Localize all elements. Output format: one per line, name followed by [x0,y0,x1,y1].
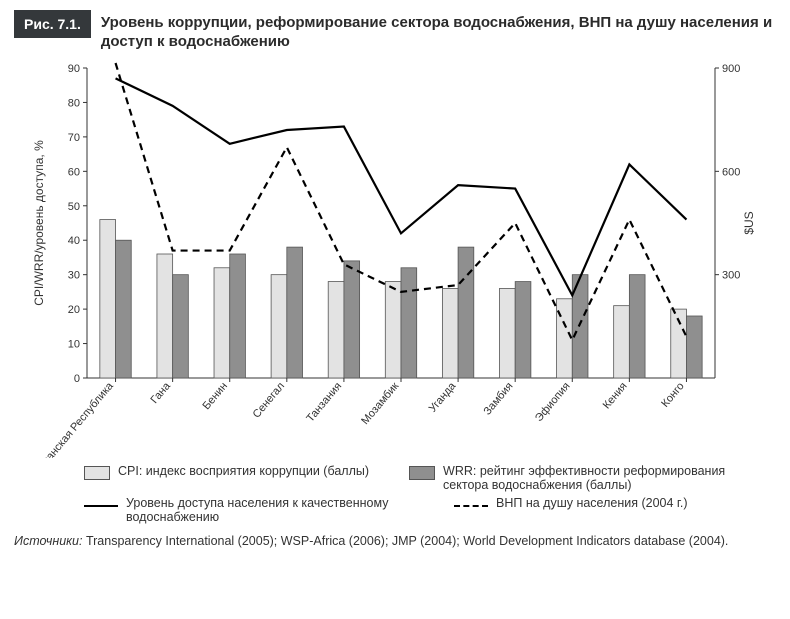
legend-label-access: Уровень доступа населения к качественном… [126,496,414,524]
figure-header: Рис. 7.1. Уровень коррупции, реформирова… [14,10,776,52]
chart-area: 0 10 20 30 40 50 60 70 80 90 300 600 900 CPI/WRR/уров… [25,58,765,458]
svg-text:Уганда: Уганда [427,379,459,414]
svg-text:$US: $US [742,211,756,234]
svg-text:Конго: Конго [659,380,687,410]
svg-text:80: 80 [68,97,80,109]
svg-text:50: 50 [68,200,80,212]
svg-text:300: 300 [722,269,740,281]
svg-text:Замбия: Замбия [481,380,515,417]
svg-text:90: 90 [68,63,80,75]
source-prefix: Источники: [14,534,82,548]
svg-text:Мозамбик: Мозамбик [359,380,401,427]
svg-text:20: 20 [68,304,80,316]
svg-text:0: 0 [74,373,80,385]
legend-gnp: ВНП на душу населения (2004 г.) [454,496,688,510]
figure-badge: Рис. 7.1. [14,10,91,38]
svg-text:Сенегал: Сенегал [251,380,288,420]
source-line: Источники: Transparency International (2… [14,534,776,548]
legend-swatch-access [84,505,118,507]
figure-title: Уровень коррупции, реформирование сектор… [101,10,776,52]
svg-text:Эфиопия: Эфиопия [533,380,573,424]
svg-text:Танзания: Танзания [304,380,344,424]
svg-text:70: 70 [68,131,80,143]
source-text: Transparency International (2005); WSP-A… [86,534,728,548]
legend-swatch-wrr [409,466,435,480]
svg-text:Кения: Кения [601,380,630,411]
legend-swatch-gnp [454,505,488,507]
svg-text:30: 30 [68,269,80,281]
svg-text:40: 40 [68,235,80,247]
svg-text:600: 600 [722,166,740,178]
legend-cpi: CPI: индекс восприятия коррупции (баллы) [84,464,369,480]
legend-access: Уровень доступа населения к качественном… [84,496,414,524]
legend: CPI: индекс восприятия коррупции (баллы)… [84,464,776,524]
legend-label-gnp: ВНП на душу населения (2004 г.) [496,496,688,510]
chart-svg: 0 10 20 30 40 50 60 70 80 90 300 600 900 CPI/WRR/уров… [25,58,765,458]
svg-text:Южно-Африканская Республика: Южно-Африканская Республика [25,379,116,457]
svg-text:900: 900 [722,63,740,75]
svg-text:Гана: Гана [149,379,174,406]
svg-text:Бенин: Бенин [200,380,230,412]
svg-text:60: 60 [68,166,80,178]
legend-label-wrr: WRR: рейтинг эффективности реформировани… [443,464,739,492]
legend-swatch-cpi [84,466,110,480]
svg-text:CPI/WRR/уровень доступа, %: CPI/WRR/уровень доступа, % [32,139,46,305]
svg-text:10: 10 [68,338,80,350]
legend-wrr: WRR: рейтинг эффективности реформировани… [409,464,739,492]
legend-label-cpi: CPI: индекс восприятия коррупции (баллы) [118,464,369,478]
